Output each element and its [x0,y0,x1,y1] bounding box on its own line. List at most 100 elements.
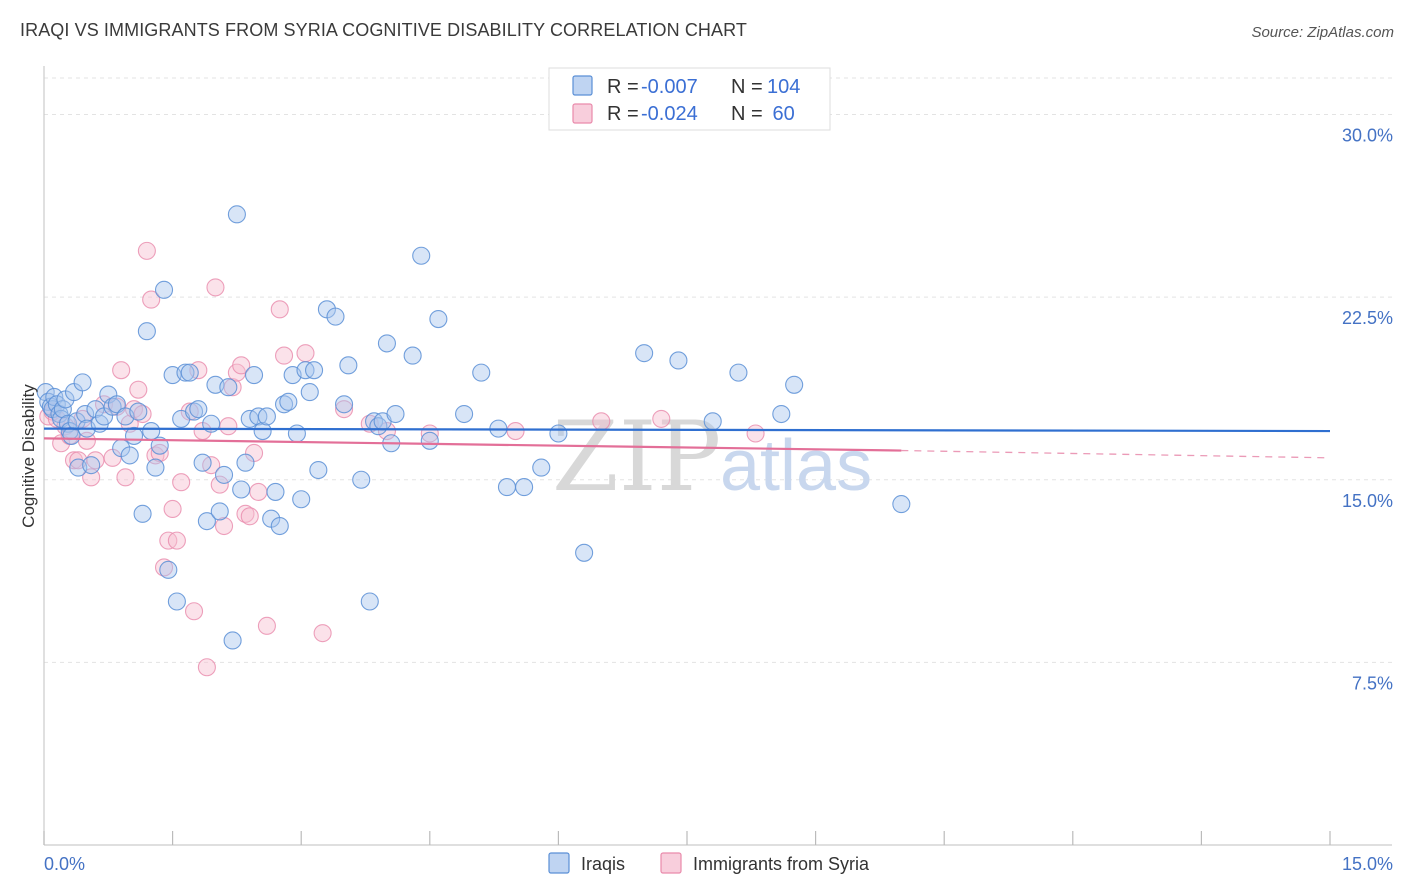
syria-point [129,380,148,399]
watermark: ZIP atlas [552,401,872,513]
syria-point [592,412,611,431]
iraqis-point [76,404,95,424]
syria-point [296,344,315,363]
iraqis-point [429,310,448,329]
syria-point [172,473,191,492]
syria-point [270,300,289,319]
syria-point [377,422,396,441]
chart-source: Source: ZipAtlas.com [1251,24,1394,41]
syria-point [167,531,186,550]
syria-point [116,468,135,487]
iraqis-point [146,458,165,477]
iraqis-point [377,334,396,353]
iraqis-point [292,490,311,509]
bottom-legend-label-syria: Immigrants from Syria [693,854,870,874]
iraqis-point [129,402,148,421]
trend-layer [43,427,1331,459]
legend-r-value-2: -0.024 [641,103,698,125]
iraqis-point [309,460,328,480]
legend-swatch-iraqis [572,75,593,96]
x-tick-label: 15.0% [1342,854,1393,874]
bottom-legend: Iraqis Immigrants from Syria [548,852,870,874]
legend-r-label-2: R = [607,103,644,125]
iraqis-point [360,592,379,611]
iraqis-point [137,322,156,341]
watermark-atlas: atlas [720,426,872,506]
iraqis-point [124,426,144,445]
iraqis-point [180,363,199,382]
syria-point [206,278,225,297]
bottom-legend-swatch-syria [660,852,682,874]
iraqis-point [266,482,285,501]
iraqis-point [515,478,534,497]
iraqis-point [339,356,358,375]
y-tick-label: 30.0% [1342,126,1393,146]
iraqis-point [73,373,92,392]
iraqis-point [497,478,517,497]
iraqis-point [154,280,174,299]
syria-point [335,400,354,419]
iraqis-point [729,363,748,382]
bottom-legend-label-iraqis: Iraqis [581,854,625,874]
iraqis-point [223,631,242,650]
iraqis-point [575,543,594,562]
chart-title: IRAQI VS IMMIGRANTS FROM SYRIA COGNITIVE… [20,20,748,40]
iraqis-point [352,470,371,489]
legend-n-value-1: 104 [767,76,800,98]
iraqis-point [150,436,169,455]
iraqis-point [244,366,264,385]
y-axis-title: Cognitive Disability [19,384,38,528]
syria-trend-extension [901,449,1331,459]
iraqis-point [335,395,354,414]
syria-point [249,482,268,501]
syria-trend-line [43,437,902,452]
iraqis-point [412,246,431,265]
syria-point [197,658,216,677]
iraqis-point [669,351,688,370]
top-legend: R = -0.007 N = 104 R = -0.024 N = 60 [548,67,831,131]
iraqis-point [785,375,804,394]
iraqis-point [532,458,551,477]
syria-point [112,361,131,380]
bottom-legend-swatch-iraqis [548,852,570,874]
iraqis-point [167,592,186,611]
watermark-zip: ZIP [552,401,721,513]
syria-point [184,602,204,621]
syria-point [142,290,161,309]
iraqis-point [403,346,422,365]
syria-point [150,443,169,463]
syria-point [163,499,182,519]
legend-r-label-1: R = [607,76,644,98]
iraqis-point [455,404,474,424]
legend-n-value-2: 60 [767,103,795,125]
syria-point [210,475,229,494]
iraqis-point [82,456,101,475]
iraqis-point [270,516,289,536]
syria-point [232,356,251,375]
iraqis-point [549,424,568,443]
iraqis-point [159,560,178,579]
iraqis-point [420,431,439,450]
syria-point [257,616,276,635]
iraqis-point [236,453,255,472]
y-tick-label: 7.5% [1352,673,1393,693]
iraqis-point [133,504,152,523]
iraqis-point [120,446,139,465]
syria-point [506,422,525,441]
iraqis-point [176,363,195,382]
iraqis-point [305,361,324,380]
iraqis-trend-line [43,427,1331,433]
y-tick-label: 15.0% [1342,491,1393,511]
legend-n-label-2: N = [731,103,768,125]
syria-point [214,516,234,536]
iraqis-point [210,502,229,521]
x-tick-label: 0.0% [44,854,85,874]
iraqis-point [703,412,722,431]
iraqis-point [253,422,272,441]
axis-layer: 7.5% 15.0% 22.5% 30.0% 0.0% 15.0% [43,66,1393,874]
syria-point [219,417,238,436]
syria-point [746,424,765,443]
syria-point [313,624,332,643]
